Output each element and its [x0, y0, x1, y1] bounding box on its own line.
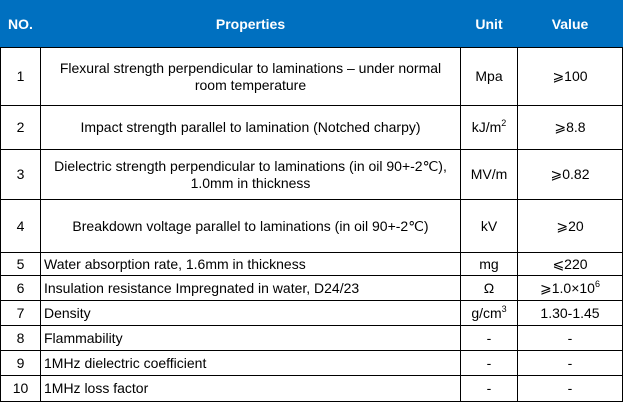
- superscript: 3: [501, 303, 507, 314]
- table-cell: Ω: [460, 275, 518, 301]
- table-cell: -: [460, 375, 518, 402]
- header-cell: Value: [517, 0, 623, 48]
- table-row: 3 Dielectric strength perpendicular to la…: [0, 149, 623, 200]
- table-cell: -: [517, 375, 623, 402]
- table-cell: 6: [0, 275, 41, 301]
- superscript: 2: [501, 118, 507, 128]
- superscript: 6: [594, 278, 600, 289]
- table-cell: 2: [0, 105, 41, 150]
- header-cell: Unit: [460, 0, 518, 48]
- table-cell: 9: [0, 350, 41, 376]
- table-cell: 5: [0, 252, 41, 276]
- table-cell: ⩾100: [517, 47, 623, 106]
- table-cell: Flammability: [40, 325, 461, 351]
- table-cell: ⩾0.82: [517, 149, 623, 200]
- table-cell: 4: [0, 199, 41, 253]
- table-cell: 8: [0, 325, 41, 351]
- table-cell: Density: [40, 300, 461, 326]
- table-cell: -: [460, 350, 518, 376]
- table-cell: MV/m: [460, 149, 518, 200]
- table-row: 10 1MHz loss factor - -: [0, 375, 623, 402]
- table-cell: -: [517, 350, 623, 376]
- table-row: 4 Breakdown voltage parallel to laminatio…: [0, 199, 623, 253]
- header-cell: Properties: [40, 0, 461, 48]
- table-cell: Breakdown voltage parallel to lamination…: [40, 199, 461, 253]
- header-cell: NO.: [0, 0, 41, 48]
- table-row: 9 1MHz dielectric coefficient - -: [0, 350, 623, 376]
- table-cell: -: [517, 325, 623, 351]
- cell-text: g/cm: [471, 304, 502, 321]
- table-cell: Flexural strength perpendicular to lamin…: [40, 47, 461, 106]
- table-body: 1 Flexural strength perpendicular to lami…: [0, 47, 623, 402]
- table-cell: ⩾8.8: [517, 105, 623, 150]
- table-cell: Dielectric strength perpendicular to lam…: [40, 149, 461, 200]
- header-row: NO. Properties Unit Value: [0, 0, 623, 48]
- table-cell: 1.30-1.45: [517, 300, 623, 326]
- cell-text: ⩾1.0×10: [540, 279, 595, 296]
- table-cell: ⩾20: [517, 199, 623, 253]
- table-cell: kJ/m2: [460, 105, 518, 150]
- table-cell: 1MHz dielectric coefficient: [40, 350, 461, 376]
- table-cell: Insulation resistance Impregnated in wat…: [40, 275, 461, 301]
- table-row: 6 Insulation resistance Impregnated in wa…: [0, 275, 623, 301]
- table-row: 2 Impact strength parallel to lamination …: [0, 105, 623, 150]
- table-cell: Impact strength parallel to lamination (…: [40, 105, 461, 150]
- table-cell: ⩽220: [517, 252, 623, 276]
- table-cell: ⩾1.0×106: [517, 275, 623, 301]
- table-cell: 1MHz loss factor: [40, 375, 461, 402]
- table-cell: 7: [0, 300, 41, 326]
- table-row: 1 Flexural strength perpendicular to lami…: [0, 47, 623, 106]
- table-cell: mg: [460, 252, 518, 276]
- table-cell: kV: [460, 199, 518, 253]
- table-cell: Mpa: [460, 47, 518, 106]
- table-row: 7 Density g/cm3 1.30-1.45: [0, 300, 623, 326]
- table-row: 5 Water absorption rate, 1.6mm in thickne…: [0, 252, 623, 276]
- table-cell: -: [460, 325, 518, 351]
- table-cell: Water absorption rate, 1.6mm in thicknes…: [40, 252, 461, 276]
- table-cell: 1: [0, 47, 41, 106]
- table-cell: 3: [0, 149, 41, 200]
- table-cell: g/cm3: [460, 300, 518, 326]
- table-cell: 10: [0, 375, 41, 402]
- cell-text: kJ/m: [471, 119, 502, 135]
- table-row: 8 Flammability - -: [0, 325, 623, 351]
